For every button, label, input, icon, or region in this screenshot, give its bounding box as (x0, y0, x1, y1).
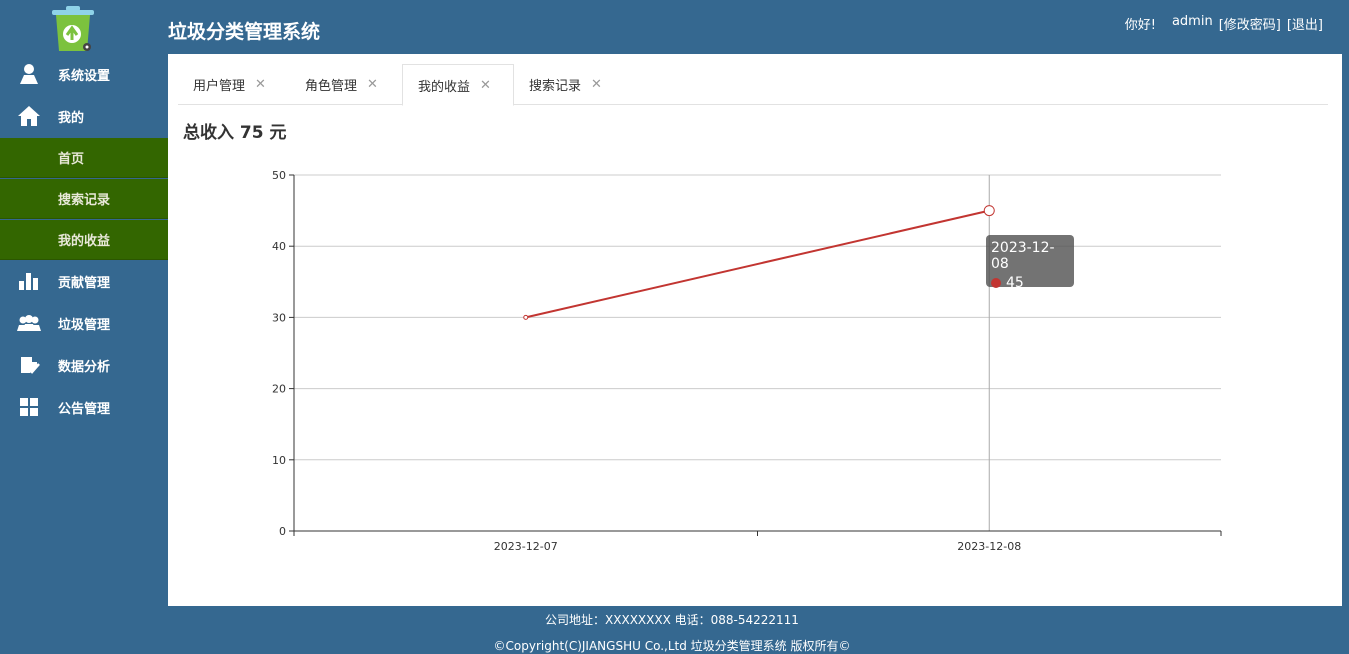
data-point (983, 205, 995, 217)
tab-search-records[interactable]: 搜索记录 ✕ (514, 64, 622, 105)
sidebar-item-mine[interactable]: 我的 (0, 96, 168, 136)
close-icon[interactable]: ✕ (480, 77, 491, 93)
tab-label: 用户管理 (193, 79, 246, 94)
close-icon[interactable]: ✕ (255, 77, 266, 92)
tooltip-value: 45 (1006, 275, 1024, 291)
y-tick-label: 40 (272, 240, 286, 253)
series-line (525, 209, 990, 319)
bar-chart-icon (17, 269, 41, 293)
sidebar-subitem-search-records[interactable]: 搜索记录 (0, 179, 168, 219)
tab-user-management[interactable]: 用户管理 ✕ (178, 64, 286, 105)
app-title: 垃圾分类管理系统 (168, 21, 321, 43)
sidebar-subitem-my-income[interactable]: 我的收益 (0, 220, 168, 260)
x-tick-label: 2023-12-08 (957, 540, 1021, 553)
sidebar-item-garbage[interactable]: 垃圾管理 (0, 303, 168, 343)
sidebar: 系统设置 我的 首页 搜索记录 我的收益 贡献管理 垃圾管理 数据分析 (0, 0, 168, 606)
sidebar-subitem-label: 搜索记录 (58, 193, 111, 208)
user-icon (17, 62, 41, 86)
y-tick-label: 0 (279, 525, 286, 538)
logout-link[interactable]: [退出] (1286, 18, 1323, 33)
close-icon[interactable]: ✕ (591, 77, 602, 92)
tooltip-title: 2023-12-08 (991, 240, 1055, 272)
sidebar-item-contribution[interactable]: 贡献管理 (0, 261, 168, 301)
y-tick-label: 20 (272, 383, 286, 396)
chart-tooltip: 2023-12-08 45 (986, 235, 1074, 291)
analysis-icon (17, 353, 41, 377)
sidebar-item-label: 数据分析 (58, 359, 111, 375)
x-tick-label: 2023-12-07 (494, 540, 558, 553)
chart-series (523, 205, 995, 320)
chart-grid (294, 174, 1221, 531)
main-content: 用户管理 ✕ 角色管理 ✕ 我的收益 ✕ 搜索记录 ✕ 总收入 75 元 0 10… (168, 54, 1342, 606)
footer: 公司地址：XXXXXXXX 电话：088-54222111 ©Copyright… (168, 606, 1176, 654)
greeting-text: 你好! (1124, 18, 1156, 33)
change-password-link[interactable]: [修改密码] (1218, 18, 1281, 33)
footer-address: 公司地址：XXXXXXXX 电话：088-54222111 (545, 613, 799, 627)
sidebar-item-system-settings[interactable]: 系统设置 (0, 54, 168, 94)
username-text: admin (1171, 14, 1213, 29)
tab-my-income[interactable]: 我的收益 ✕ (402, 64, 514, 106)
tab-label: 我的收益 (418, 79, 471, 95)
data-point (523, 314, 529, 320)
sidebar-item-label: 垃圾管理 (58, 317, 111, 333)
total-income-heading: 总收入 75 元 (183, 123, 287, 143)
sidebar-item-announcements[interactable]: 公告管理 (0, 387, 168, 427)
y-tick-label: 50 (272, 169, 286, 182)
footer-copyright: ©Copyright(C)JIANGSHU Co.,Ltd 垃圾分类管理系统 版… (493, 639, 851, 653)
tab-label: 搜索记录 (529, 79, 582, 94)
group-icon (17, 311, 41, 335)
trash-bin-logo-icon (50, 4, 96, 54)
chart-axes: 0 10 20 30 40 50 2023-12-07 2023-12-08 (272, 169, 1222, 553)
home-icon (17, 104, 41, 128)
tooltip-series-dot (991, 278, 1001, 288)
sidebar-subitem-label: 我的收益 (58, 234, 111, 249)
sidebar-item-label: 系统设置 (58, 68, 111, 84)
sidebar-subitem-label: 首页 (58, 152, 85, 167)
sidebar-item-data-analysis[interactable]: 数据分析 (0, 345, 168, 385)
tab-bar: 用户管理 ✕ 角色管理 ✕ 我的收益 ✕ 搜索记录 ✕ (178, 64, 1328, 106)
y-tick-label: 30 (272, 311, 286, 324)
sidebar-item-label: 我的 (58, 110, 85, 126)
sidebar-item-label: 公告管理 (58, 401, 111, 417)
y-tick-label: 10 (272, 454, 286, 467)
header-user-area: 你好! admin [修改密码] [退出] (1119, 14, 1323, 33)
top-header: 垃圾分类管理系统 你好! admin [修改密码] [退出] (168, 3, 1349, 54)
grid-icon (17, 395, 41, 419)
tab-role-management[interactable]: 角色管理 ✕ (290, 64, 398, 105)
close-icon[interactable]: ✕ (367, 77, 378, 92)
income-line-chart: 0 10 20 30 40 50 2023-12-07 2023-12-08 (272, 169, 1222, 553)
sidebar-subitem-home[interactable]: 首页 (0, 138, 168, 178)
sidebar-item-label: 贡献管理 (58, 275, 111, 291)
tab-label: 角色管理 (305, 79, 358, 94)
